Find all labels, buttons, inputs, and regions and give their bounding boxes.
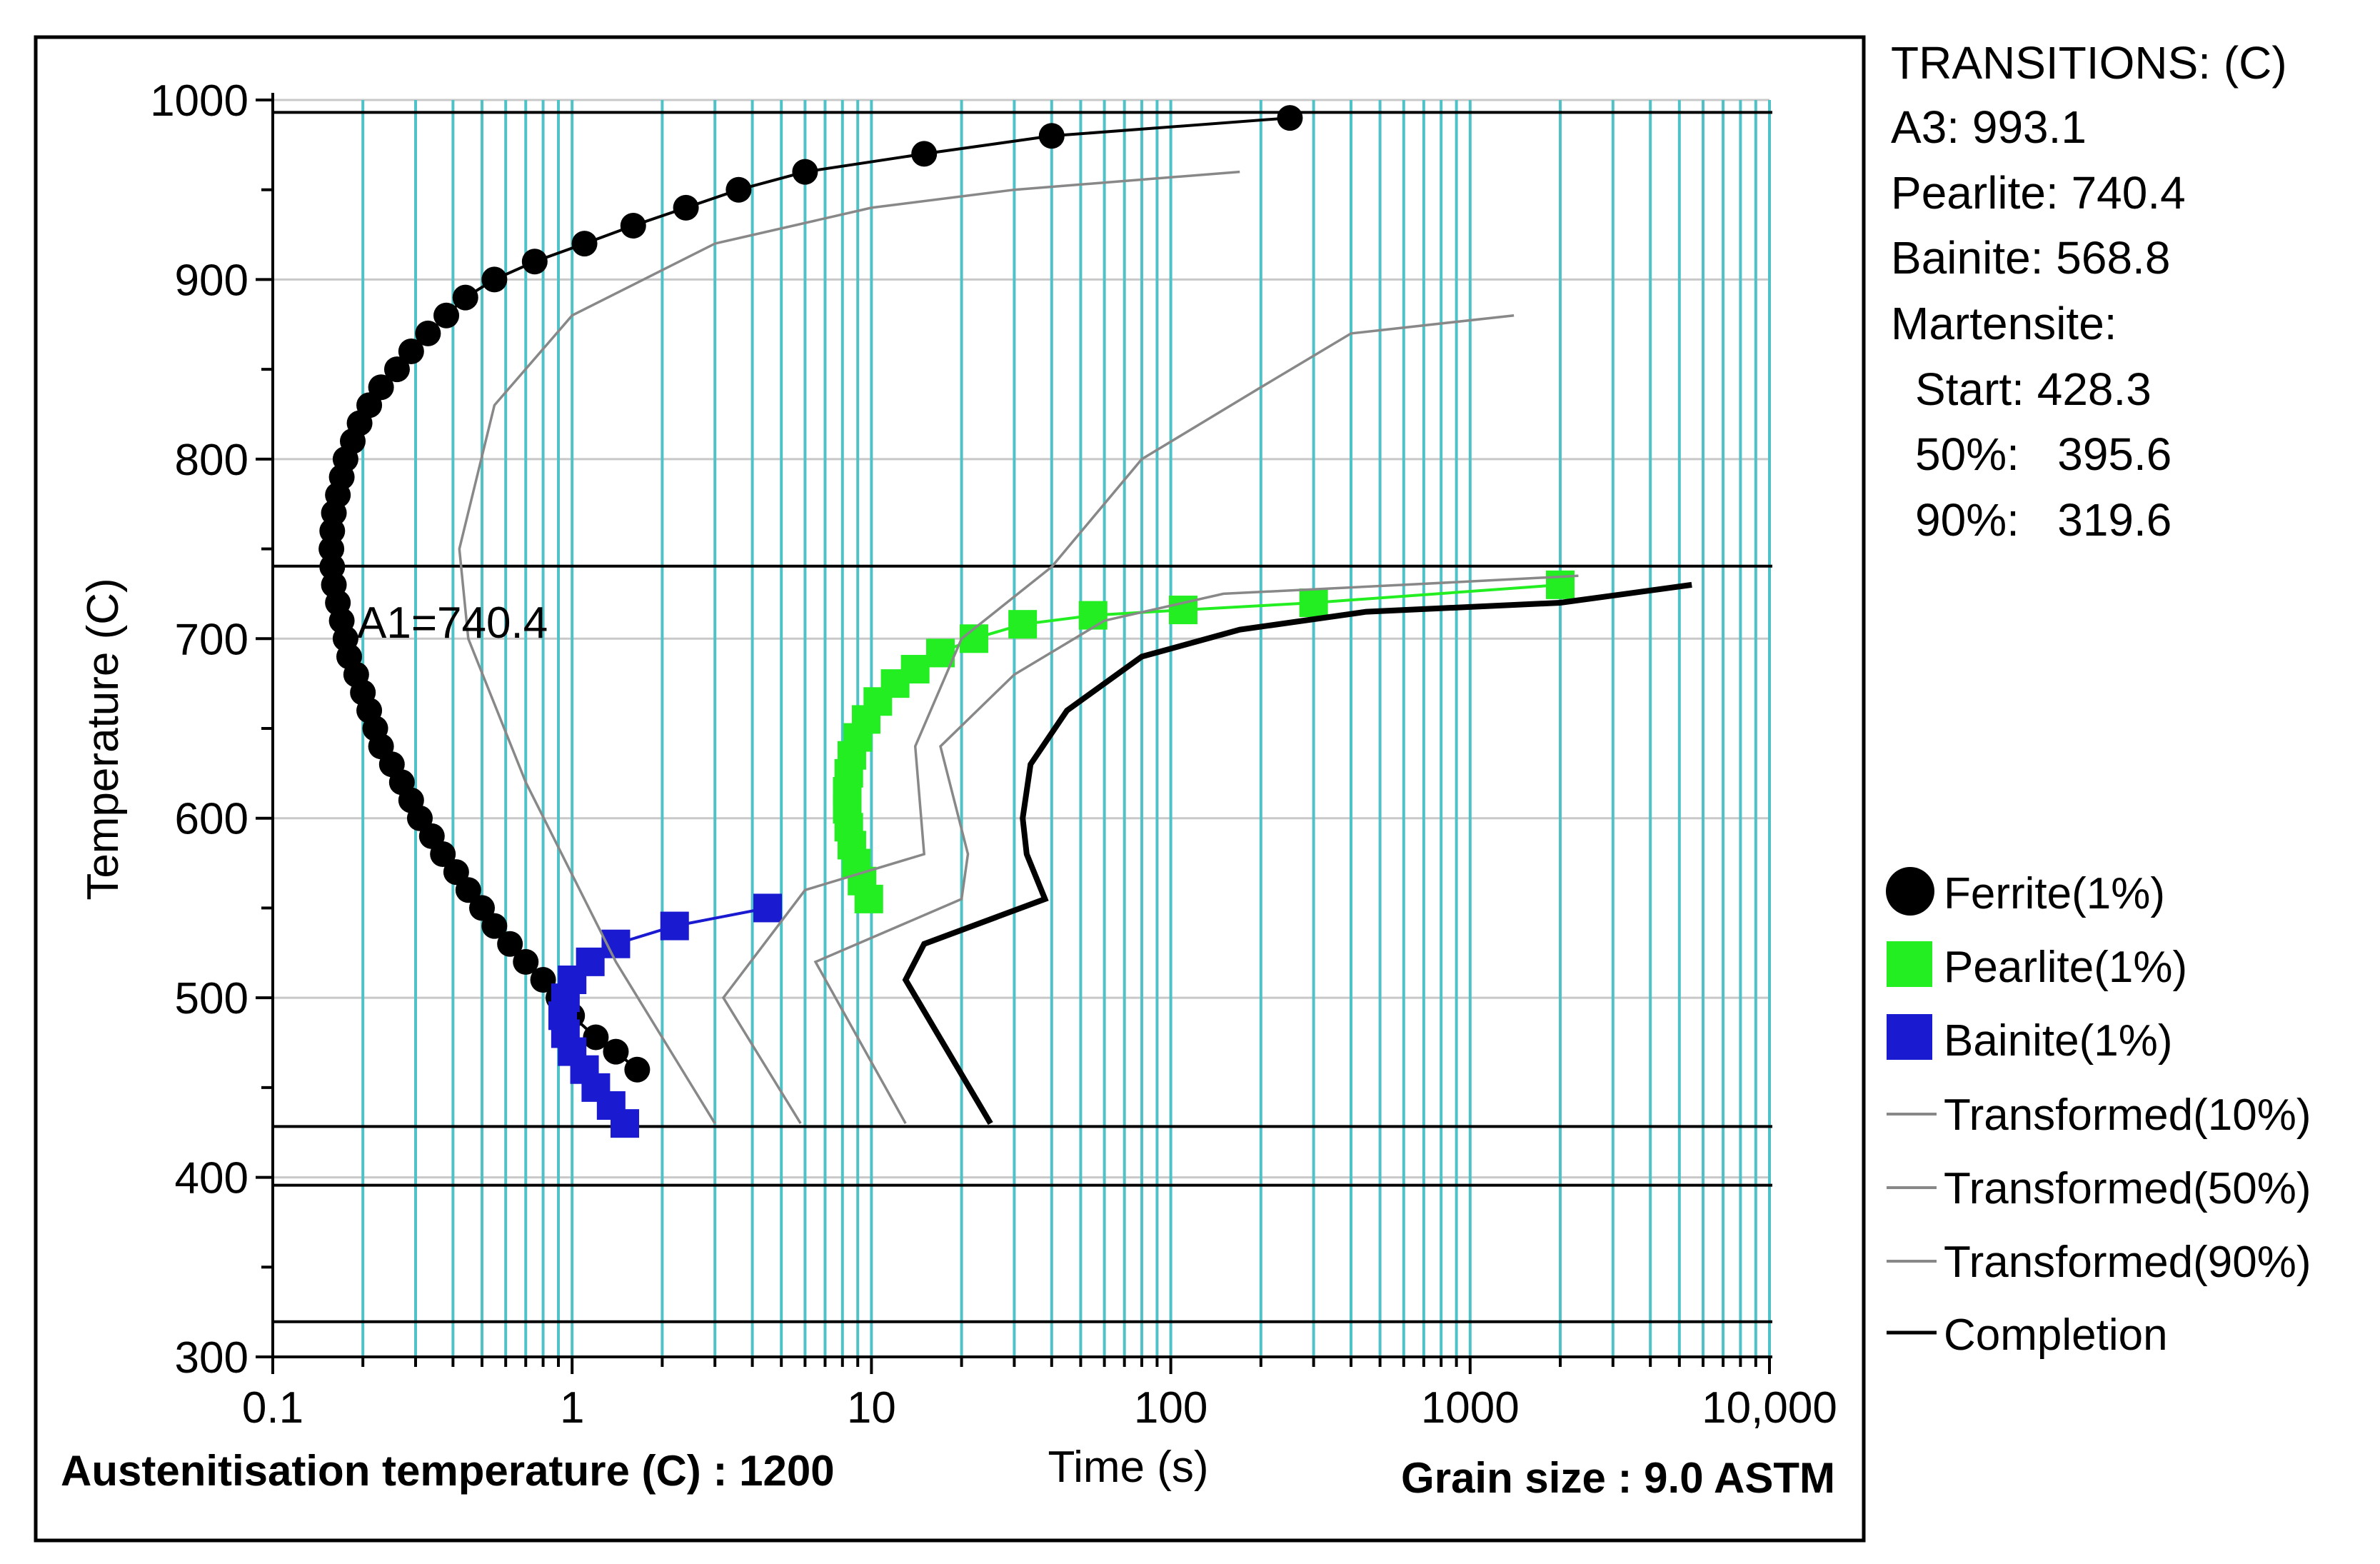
ferrite-point bbox=[530, 967, 556, 993]
pearlite-point bbox=[1078, 601, 1108, 630]
a1-annotation: A1=740.4 bbox=[357, 598, 548, 648]
ferrite-point bbox=[603, 1038, 629, 1065]
pearlite-point bbox=[1299, 588, 1328, 617]
transition-martensite-50: 50%: 395.6 bbox=[1915, 428, 2171, 480]
y-tick-label: 300 bbox=[175, 1333, 248, 1383]
transitions-title: TRANSITIONS: (C) bbox=[1891, 37, 2287, 89]
legend-label-pearlite: Pearlite(1%) bbox=[1944, 943, 2187, 992]
ferrite-point bbox=[521, 249, 548, 275]
ferrite-point bbox=[383, 356, 410, 383]
ferrite-point bbox=[497, 931, 523, 957]
ferrite-point bbox=[583, 1024, 609, 1051]
outer-frame bbox=[34, 35, 1866, 1543]
x-tick-label: 0.1 bbox=[242, 1383, 303, 1433]
ferrite-point bbox=[1038, 123, 1065, 149]
y-tick-label: 800 bbox=[175, 436, 248, 485]
reference-lines bbox=[273, 111, 1772, 1323]
transition-martensite-90: 90%: 319.6 bbox=[1915, 494, 2171, 546]
ferrite-point bbox=[433, 302, 460, 329]
legend-label-transformed-50: Transformed(50%) bbox=[1944, 1164, 2311, 1213]
ferrite-point bbox=[398, 339, 424, 364]
y-tick-label: 700 bbox=[175, 615, 248, 664]
pearlite-point bbox=[1008, 610, 1038, 639]
y-tick-label: 600 bbox=[175, 795, 248, 844]
legend-label-transformed-10: Transformed(10%) bbox=[1944, 1091, 2311, 1140]
ferrite-point bbox=[792, 159, 818, 185]
y-tick-label: 900 bbox=[175, 256, 248, 305]
transition-pearlite: Pearlite: 740.4 bbox=[1891, 167, 2186, 219]
legend-label-transformed-90: Transformed(90%) bbox=[1944, 1238, 2311, 1287]
x-tick-label: 1000 bbox=[1421, 1383, 1520, 1433]
series-line-transformed-10 bbox=[458, 170, 1240, 1125]
transition-martensite-start: Start: 428.3 bbox=[1915, 364, 2151, 415]
ferrite-point bbox=[481, 266, 508, 293]
y-tick-label: 1000 bbox=[150, 76, 248, 126]
transition-martensite: Martensite: bbox=[1891, 298, 2117, 349]
legend-circle-icon bbox=[1886, 867, 1934, 916]
pearlite-point bbox=[900, 655, 930, 684]
y-tick-label: 400 bbox=[175, 1154, 248, 1203]
axes: 300 400 500 600 700 800 900 1000 0.1 1 10 100 1000 10… bbox=[150, 76, 1837, 1433]
legend-label-ferrite: Ferrite(1%) bbox=[1944, 869, 2165, 918]
ferrite-point bbox=[1277, 105, 1303, 131]
ferrite-point bbox=[673, 194, 699, 221]
legend: Ferrite(1%) Pearlite(1%) Bainite(1%) Tra… bbox=[1886, 867, 2311, 1360]
y-tick-label: 500 bbox=[175, 974, 248, 1023]
transitions-panel: TRANSITIONS: (C) A3: 993.1 Pearlite: 740… bbox=[1891, 37, 2287, 546]
series-line-transformed-50 bbox=[721, 314, 1515, 1125]
legend-square-icon bbox=[1887, 1014, 1932, 1060]
ferrite-point bbox=[452, 284, 478, 311]
x-tick-label: 10,000 bbox=[1702, 1383, 1837, 1433]
bainite-point bbox=[753, 893, 783, 923]
series-line-transformed-90 bbox=[813, 574, 1579, 1124]
legend-label-completion: Completion bbox=[1944, 1310, 2168, 1360]
legend-label-bainite: Bainite(1%) bbox=[1944, 1016, 2172, 1066]
y-axis-title: Temperature (C) bbox=[79, 578, 128, 900]
series-layer bbox=[318, 105, 1692, 1138]
x-tick-label: 100 bbox=[1134, 1383, 1207, 1433]
austenitisation-label: Austenitisation temperature (C) : 1200 bbox=[61, 1447, 835, 1495]
ferrite-point bbox=[725, 176, 752, 203]
ferrite-point bbox=[368, 374, 394, 401]
ferrite-point bbox=[469, 895, 496, 921]
legend-square-icon bbox=[1887, 941, 1932, 987]
grain-size-label: Grain size : 9.0 ASTM bbox=[1401, 1454, 1835, 1502]
ferrite-point bbox=[624, 1056, 651, 1083]
bainite-point bbox=[576, 947, 605, 976]
pearlite-point bbox=[1545, 570, 1575, 599]
transition-a3: A3: 993.1 bbox=[1891, 101, 2087, 153]
ferrite-point bbox=[571, 231, 598, 257]
ferrite-point bbox=[911, 141, 938, 167]
x-tick-label: 1 bbox=[560, 1383, 584, 1433]
ferrite-point bbox=[620, 213, 646, 239]
ferrite-point bbox=[443, 859, 469, 886]
ferrite-point bbox=[513, 948, 539, 975]
ferrite-point bbox=[481, 913, 508, 939]
bainite-point bbox=[660, 911, 689, 941]
x-axis-title: Time (s) bbox=[1048, 1443, 1209, 1492]
transition-bainite: Bainite: 568.8 bbox=[1891, 232, 2170, 284]
ferrite-point bbox=[415, 320, 441, 346]
series-line-completion bbox=[902, 581, 1692, 1126]
x-tick-label: 10 bbox=[847, 1383, 896, 1433]
